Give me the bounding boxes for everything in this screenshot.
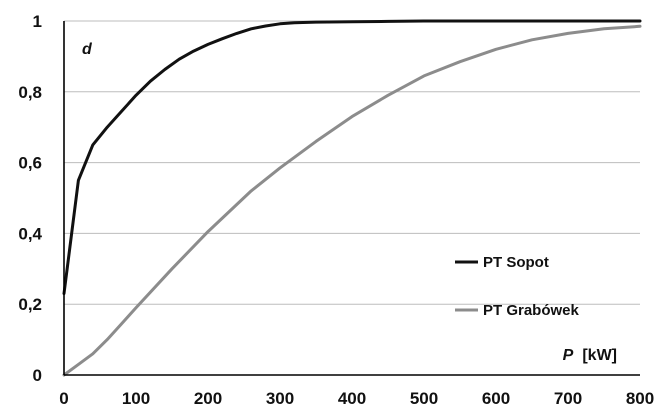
series-line-1 xyxy=(62,24,642,377)
x-tick-label: 700 xyxy=(554,389,582,408)
axes xyxy=(63,21,640,376)
y-tick-label: 0,4 xyxy=(18,224,42,243)
y-tick-label: 0 xyxy=(33,366,42,385)
x-tick-labels: 0 100 200 300 400 500 600 700 800 xyxy=(59,389,654,408)
y-tick-labels: 0 0,2 0,4 0,6 0,8 1 xyxy=(18,12,42,385)
x-axis-label: P [kW] xyxy=(563,347,617,364)
legend: PT Sopot PT Grabówek xyxy=(455,254,580,319)
series-line-0 xyxy=(62,19,642,296)
x-tick-label: 0 xyxy=(59,389,68,408)
y-tick-label: 0,8 xyxy=(18,83,42,102)
x-axis-label-symbol: P xyxy=(563,347,574,364)
x-tick-label: 400 xyxy=(338,389,366,408)
y-tick-label: 0,2 xyxy=(18,295,42,314)
grid-lines xyxy=(64,20,640,305)
x-tick-label: 800 xyxy=(626,389,654,408)
legend-label-pt-grabowek: PT Grabówek xyxy=(483,302,580,319)
y-tick-label: 1 xyxy=(33,12,42,31)
y-tick-label: 0,6 xyxy=(18,154,42,173)
plot-series xyxy=(62,19,642,377)
x-tick-label: 100 xyxy=(122,389,150,408)
x-tick-label: 600 xyxy=(482,389,510,408)
x-tick-label: 200 xyxy=(194,389,222,408)
x-axis-label-unit: [kW] xyxy=(582,347,617,364)
y-axis-label: d xyxy=(82,41,93,58)
legend-label-pt-sopot: PT Sopot xyxy=(483,254,549,271)
x-tick-label: 300 xyxy=(266,389,294,408)
x-tick-label: 500 xyxy=(410,389,438,408)
